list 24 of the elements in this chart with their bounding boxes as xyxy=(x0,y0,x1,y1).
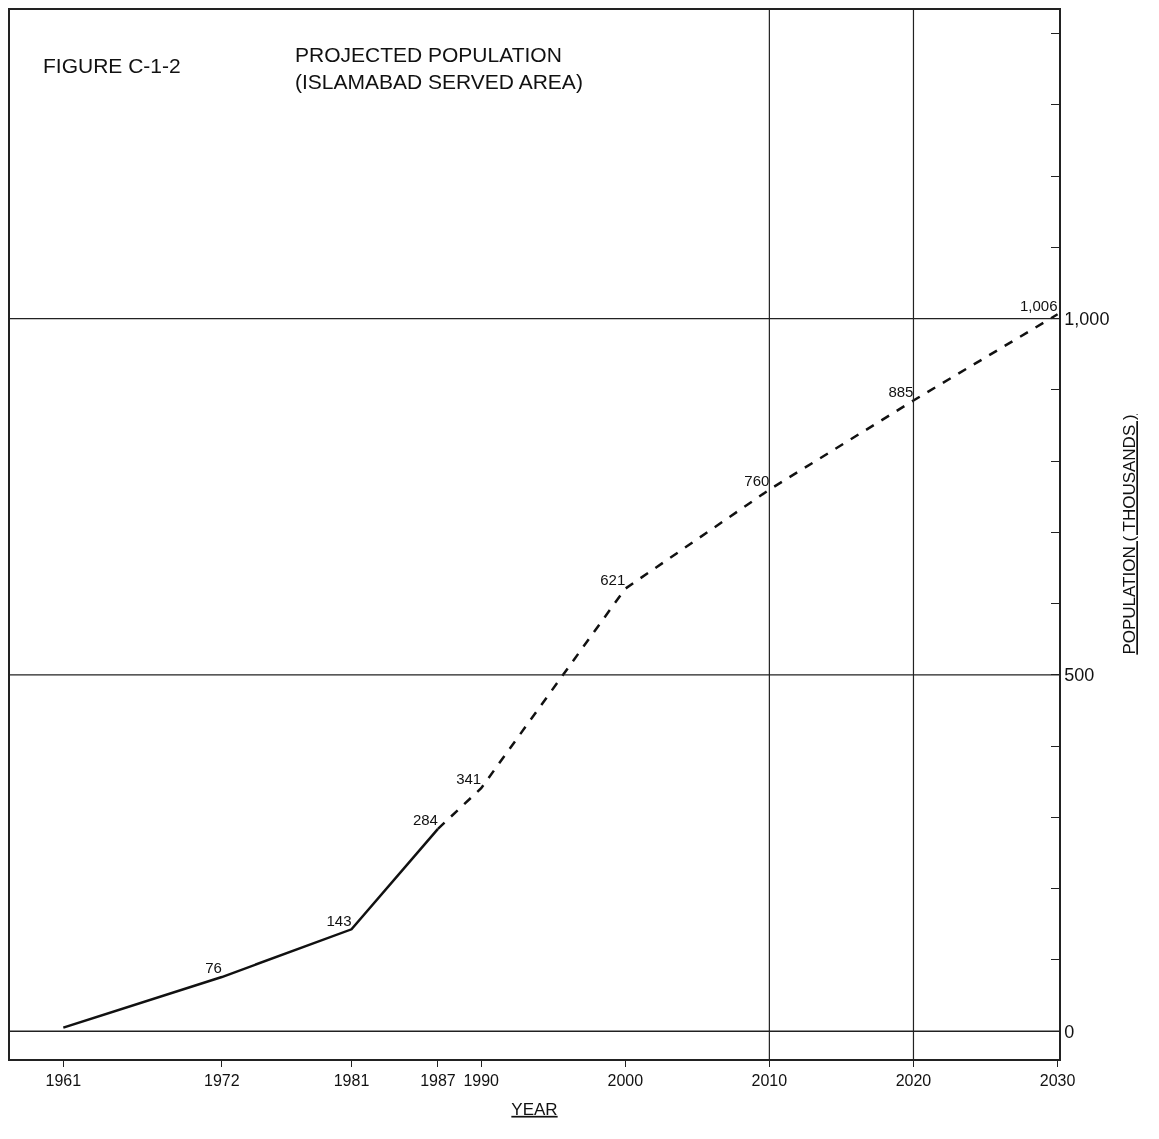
y-tick-label: 0 xyxy=(1064,1021,1075,1042)
y-tick-label: 1,000 xyxy=(1064,308,1110,329)
y-tick-label: 500 xyxy=(1064,665,1095,686)
x-axis-title: YEAR xyxy=(511,1099,558,1119)
x-tick-label: 2030 xyxy=(1039,1071,1076,1089)
x-tick-label: 1987 xyxy=(420,1071,456,1089)
data-label: 885 xyxy=(888,382,914,400)
data-label: 621 xyxy=(600,570,626,588)
x-tick-label: 1961 xyxy=(45,1071,82,1089)
text: FIGURE C-1-2 xyxy=(43,54,181,77)
x-tick-label: 1972 xyxy=(204,1071,240,1089)
x-tick-label: 1981 xyxy=(333,1071,370,1089)
x-tick-label: 2000 xyxy=(607,1071,644,1089)
data-label: 284 xyxy=(412,811,438,829)
x-tick-label: 2010 xyxy=(751,1071,788,1089)
data-label: 1,006 xyxy=(1020,296,1058,314)
y-axis-title: POPULATION ( THOUSANDS ) xyxy=(1120,414,1140,655)
text: PROJECTED POPULATION (ISLAMABAD SERVED AREA) xyxy=(295,43,583,94)
data-label: 760 xyxy=(744,471,770,489)
x-tick-label: 2020 xyxy=(895,1071,932,1089)
data-label: 76 xyxy=(205,959,222,977)
x-tick-label: 1990 xyxy=(463,1071,500,1089)
data-label: 341 xyxy=(456,770,482,788)
data-label: 143 xyxy=(326,911,352,929)
